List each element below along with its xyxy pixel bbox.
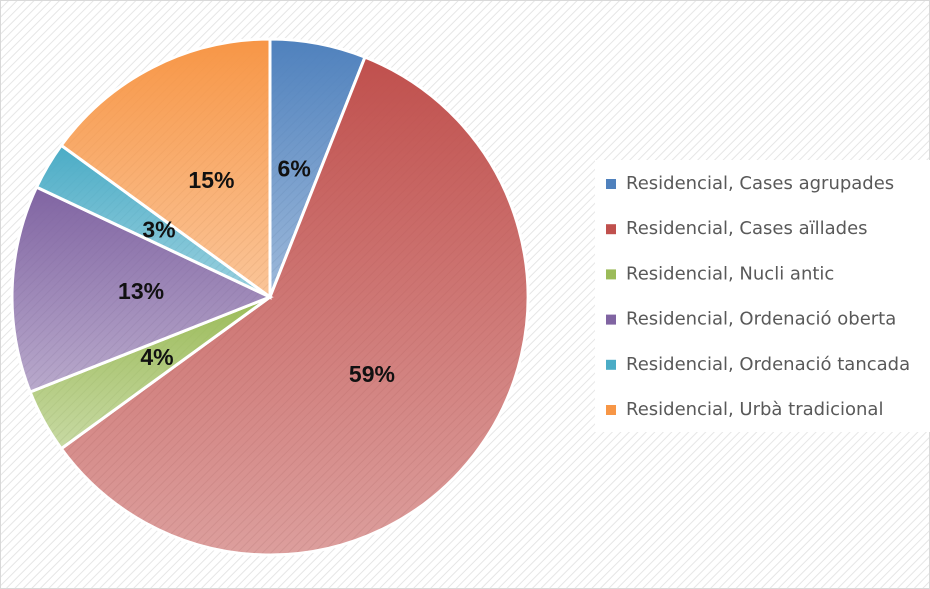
legend-swatch <box>606 224 616 235</box>
legend-box <box>595 160 930 432</box>
legend-label: Residencial, Ordenació oberta <box>626 309 896 330</box>
legend-label: Residencial, Nucli antic <box>626 263 834 284</box>
legend-label: Residencial, Cases agrupades <box>626 173 894 194</box>
legend-swatch <box>606 179 616 189</box>
legend-label: Residencial, Cases aïllades <box>626 218 868 239</box>
data-label: 4% <box>140 344 173 370</box>
legend-swatch <box>606 314 616 325</box>
legend-label: Residencial, Urbà tradicional <box>626 399 883 420</box>
pie-slice <box>59 55 530 557</box>
data-label: 13% <box>118 278 164 304</box>
pie-slice <box>59 37 272 300</box>
legend-swatch <box>606 269 616 280</box>
data-label: 59% <box>349 361 395 387</box>
data-label: 3% <box>142 216 175 242</box>
legend-label: Residencial, Ordenació tancada <box>626 354 910 375</box>
data-label: 15% <box>188 167 234 193</box>
data-label: 6% <box>278 155 311 181</box>
legend-swatch <box>606 359 616 370</box>
pie-slice <box>10 185 274 394</box>
legend-swatch <box>606 405 616 415</box>
